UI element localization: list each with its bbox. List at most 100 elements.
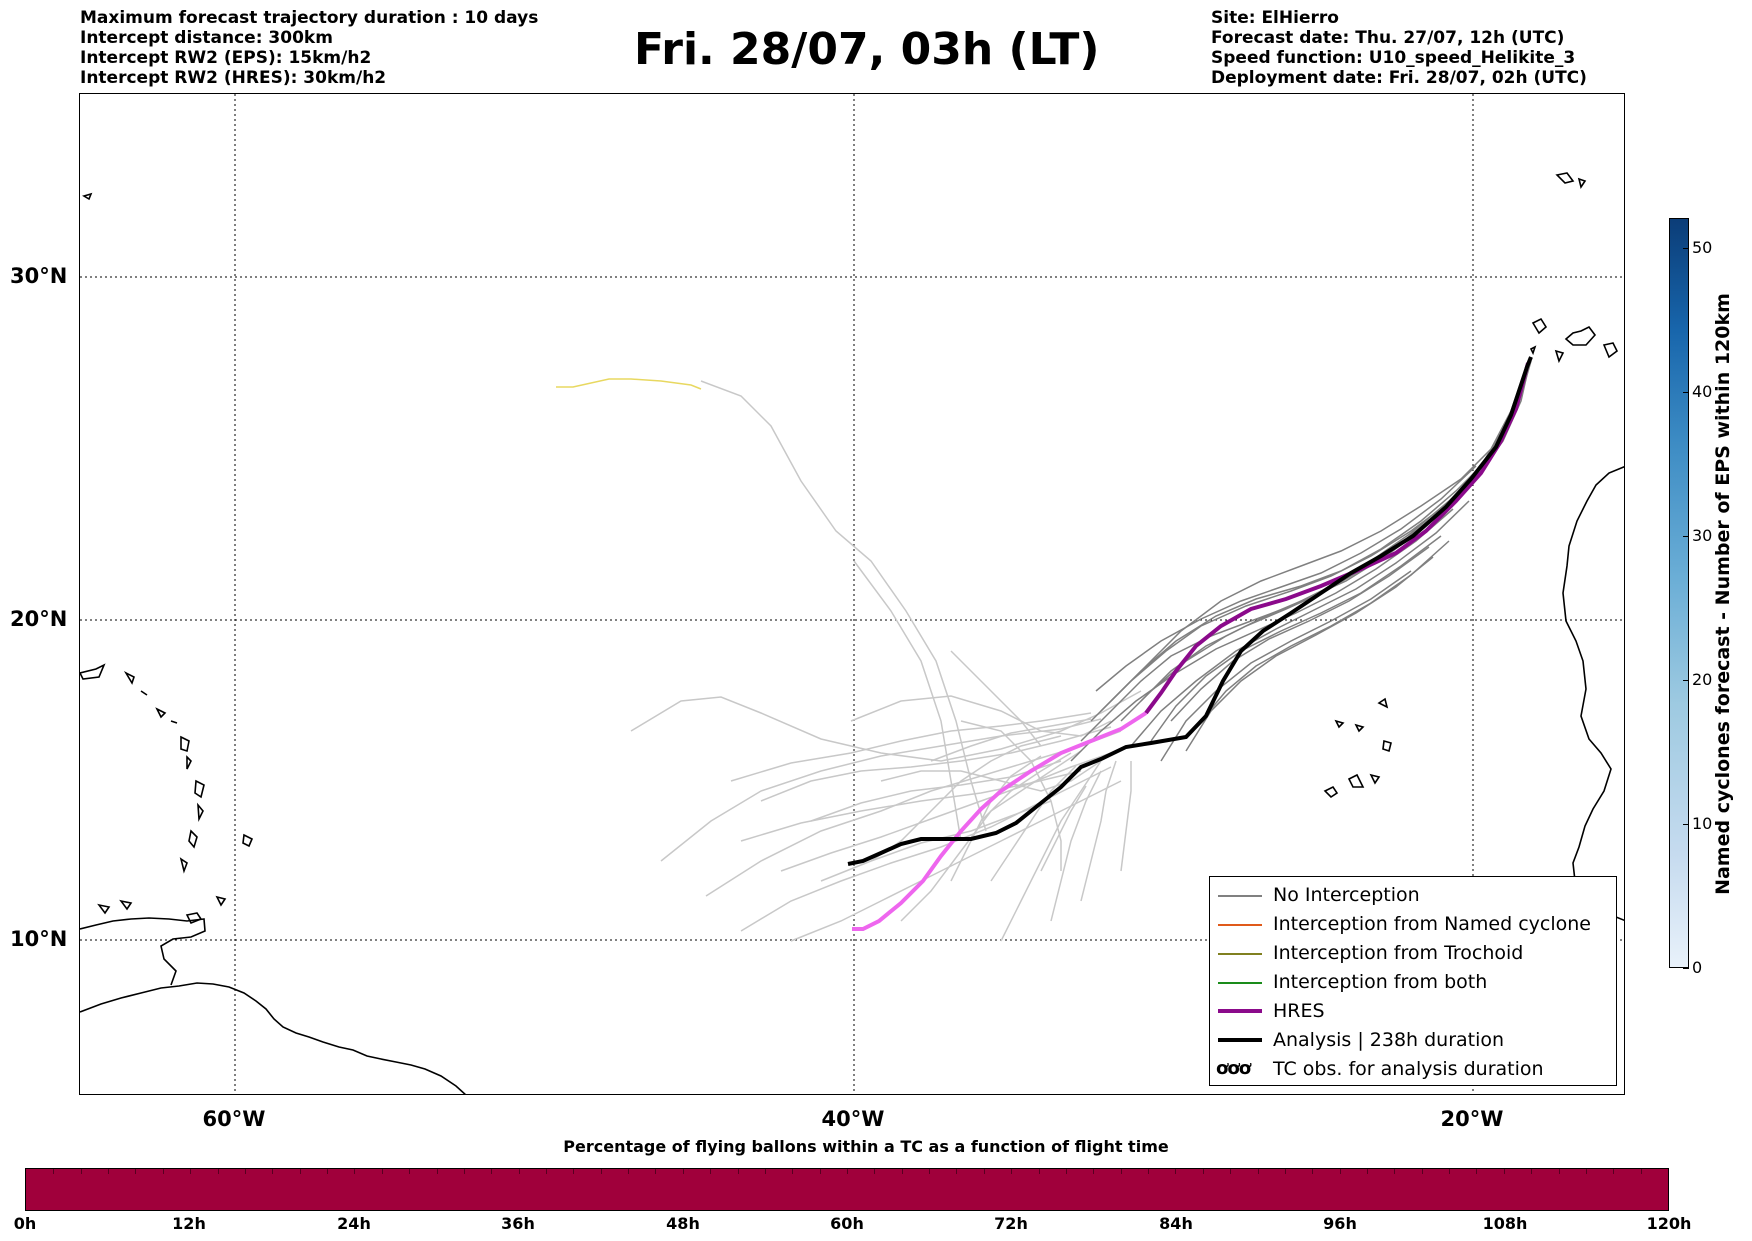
lat-label-30n: 30°N [10,264,68,288]
colorbar-tickmark [1683,824,1689,825]
legend-label: Interception from Trochoid [1273,942,1524,964]
intercept-eps-text: Intercept RW2 (EPS): 15km/h2 [80,48,372,68]
legend-label: Interception from Named cyclone [1273,913,1591,935]
legend-item-named-cyclone: Interception from Named cyclone [1210,910,1616,939]
colorbar-tick-0: 0 [1692,958,1703,977]
bottom-colorbar-tickmark [1449,1169,1451,1174]
bottom-colorbar-tickmark [1312,1169,1314,1174]
bottom-colorbar-tickmark [901,1169,903,1174]
bottom-tick-24h: 24h [337,1214,371,1233]
legend-item-hres: HRES [1210,997,1616,1026]
bottom-tick-60h: 60h [830,1214,864,1233]
bottom-tick-120h: 120h [1646,1214,1692,1233]
outlier-track [556,378,702,390]
bottom-colorbar-tickmark [1558,1169,1560,1174]
lesser-antilles-1 [180,735,190,753]
bottom-colorbar-tickmark [108,1169,110,1174]
venezuela-coast [80,917,206,986]
bottom-colorbar-tickmark [436,1169,438,1174]
bottom-colorbar-tickmark [1585,1169,1587,1174]
bottom-tick-12h: 12h [172,1214,206,1233]
caribbean-islet-3 [215,895,227,907]
max-duration-text: Maximum forecast trajectory duration : 1… [80,8,539,28]
bottom-colorbar-tickmark [1065,1169,1067,1174]
bottom-colorbar-tickmark [299,1169,301,1174]
bottom-tick-96h: 96h [1323,1214,1357,1233]
deployment-date-text: Deployment date: Fri. 28/07, 02h (UTC) [1211,68,1587,88]
lon-label-20w: 20°W [1440,1107,1504,1131]
legend-swatch [1218,924,1262,926]
bottom-colorbar [25,1168,1669,1211]
intercept-hres-text: Intercept RW2 (HRES): 30km/h2 [80,68,387,88]
intercept-distance-text: Intercept distance: 300km [80,28,333,48]
bottom-colorbar-tickmark [190,1169,192,1174]
colorbar-tick-10: 10 [1692,814,1713,833]
bottom-colorbar-tickmark [1366,1169,1368,1174]
bottom-colorbar-tickmark [135,1169,137,1174]
legend-swatch [1218,1009,1262,1013]
bottom-tick-108h: 108h [1482,1214,1528,1233]
puerto-rico [80,663,106,680]
lat-label-20n: 20°N [10,607,68,631]
south-america-coast [80,982,466,1094]
bottom-colorbar-tickmark [381,1169,383,1174]
canary-islands [1529,317,1619,364]
bottom-colorbar-tickmark [354,1169,356,1174]
legend-swatch [1218,953,1262,955]
bottom-colorbar-tickmark [983,1169,985,1174]
hres-track-light [852,711,1148,931]
caribbean-islet-1 [97,903,111,915]
west-africa-coast [1562,465,1624,922]
bottom-colorbar-tickmark [327,1169,329,1174]
caribbean-islet-2 [119,899,133,911]
colorbar-tickmark [1683,248,1689,249]
bottom-colorbar-tickmark [1148,1169,1150,1174]
bottom-colorbar-tickmark [491,1169,493,1174]
header-right-info: Site: ElHierro Forecast date: Thu. 27/07… [1211,8,1587,88]
map-area[interactable]: No Interception Interception from Named … [79,93,1625,1095]
tc-symbol-icon: ơơơ [1216,1058,1251,1079]
cape-verde [1323,697,1392,799]
legend-swatch [1218,895,1262,897]
forecast-date-text: Forecast date: Thu. 27/07, 12h (UTC) [1211,28,1565,48]
bottom-colorbar-tickmark [764,1169,766,1174]
bottom-colorbar-tickmark [409,1169,411,1174]
bottom-colorbar-tickmark [628,1169,630,1174]
colorbar-tick-40: 40 [1692,382,1713,401]
bottom-colorbar-title: Percentage of flying ballons within a TC… [563,1137,1169,1156]
colorbar-tick-30: 30 [1692,526,1713,545]
bottom-colorbar-tickmark [1202,1169,1204,1174]
lesser-antilles-3 [194,779,205,799]
bottom-colorbar-tickmark [1038,1169,1040,1174]
legend-item-both: Interception from both [1210,968,1616,997]
bottom-colorbar-tickmark [244,1169,246,1174]
bottom-colorbar-tickmark [682,1169,684,1174]
colorbar-tickmark [1683,680,1689,681]
lon-label-60w: 60°W [202,1107,266,1131]
bottom-colorbar-tickmark [956,1169,958,1174]
bottom-colorbar-tickmark [1011,1169,1013,1174]
madeira [1555,172,1587,189]
bottom-colorbar-tickmark [217,1169,219,1174]
legend-item-trochoid: Interception from Trochoid [1210,939,1616,968]
ensemble-no-interception-tracks [1070,356,1532,762]
legend-swatch [1218,982,1262,984]
legend-swatch [1218,1038,1262,1042]
bottom-colorbar-tickmark [792,1169,794,1174]
colorbar-eps [1669,218,1689,968]
bottom-colorbar-tickmark [1230,1169,1232,1174]
antilles-small [155,707,178,724]
lat-label-10n: 10°N [10,927,68,951]
lesser-antilles-2 [186,755,192,770]
map-canvas [80,94,1624,1094]
colorbar-tick-20: 20 [1692,670,1713,689]
bottom-colorbar-tickmark [710,1169,712,1174]
lesser-antilles-4 [197,802,204,822]
bottom-tick-84h: 84h [1159,1214,1193,1233]
page-title: Fri. 28/07, 03h (LT) [634,24,1100,75]
bottom-colorbar-tickmark [1640,1169,1642,1174]
bottom-colorbar-tickmark [1394,1169,1396,1174]
bottom-colorbar-tickmark [929,1169,931,1174]
bottom-colorbar-tickmark [80,1169,82,1174]
bottom-tick-36h: 36h [501,1214,535,1233]
